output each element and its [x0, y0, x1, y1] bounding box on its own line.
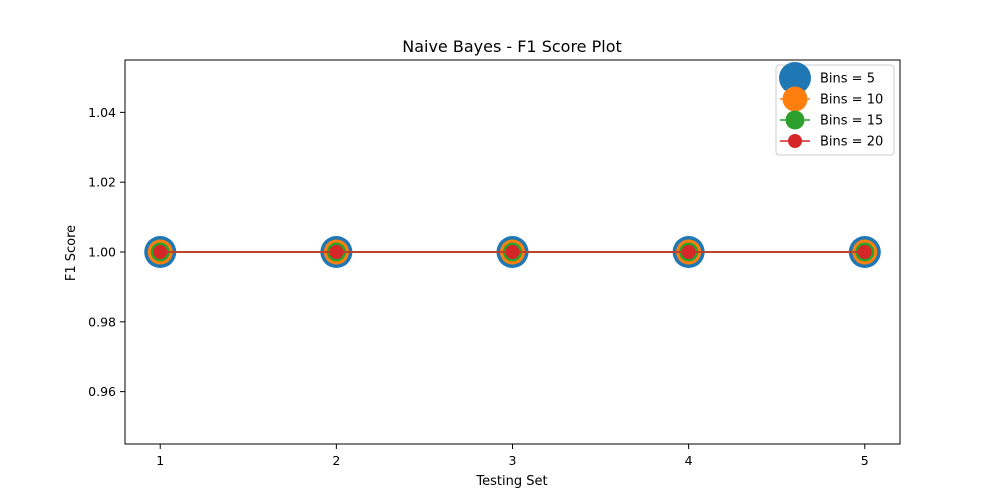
- chart-title: Naive Bayes - F1 Score Plot: [402, 37, 622, 56]
- plot-area: 1 2 3 4 5 0.96 0.98 1.00 1.02 1.04: [88, 59, 901, 468]
- legend-marker: [785, 110, 805, 130]
- legend-label: Bins = 20: [820, 135, 883, 150]
- x-tick-label: 4: [685, 453, 693, 468]
- y-tick-label: 1.02: [88, 175, 116, 190]
- y-tick-label: 1.00: [88, 245, 116, 260]
- x-tick-label: 1: [156, 453, 164, 468]
- x-tick-label: 5: [861, 453, 869, 468]
- legend-label: Bins = 15: [820, 114, 883, 129]
- legend-marker: [788, 134, 802, 148]
- data-point: [681, 245, 696, 259]
- y-tick-label: 1.04: [88, 105, 116, 120]
- data-point: [153, 245, 168, 259]
- y-axis-label: F1 Score: [64, 225, 79, 281]
- y-tick-label: 0.98: [88, 314, 116, 329]
- data-point: [329, 245, 344, 259]
- data-point: [505, 245, 520, 259]
- legend-marker: [782, 86, 808, 112]
- series-4: [153, 245, 872, 259]
- x-tick-label: 3: [509, 453, 517, 468]
- legend-label: Bins = 5: [820, 72, 875, 87]
- x-axis-label: Testing Set: [475, 474, 547, 489]
- x-tick-label: 2: [332, 453, 340, 468]
- legend: Bins = 5 Bins = 10 Bins = 15 Bins = 20: [775, 62, 895, 156]
- legend-label: Bins = 10: [820, 93, 883, 108]
- data-point: [857, 245, 872, 259]
- legend-marker: [779, 62, 811, 94]
- y-tick-label: 0.96: [88, 384, 116, 399]
